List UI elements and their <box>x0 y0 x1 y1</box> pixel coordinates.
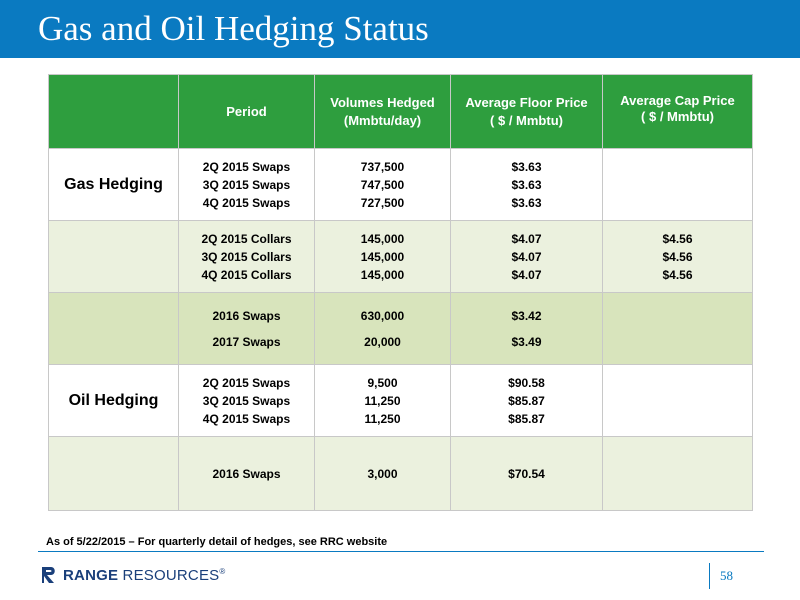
volumes-cell: 145,000 145,000 145,000 <box>314 220 451 293</box>
period-cell: 2Q 2015 Swaps 3Q 2015 Swaps 4Q 2015 Swap… <box>178 364 315 437</box>
logo-wordmark: RANGE RESOURCES® <box>63 566 226 584</box>
table-row: 2016 Swaps 2017 Swaps 630,000 20,000 $3.… <box>48 292 753 365</box>
page-title: Gas and Oil Hedging Status <box>38 9 429 48</box>
footnote: As of 5/22/2015 – For quarterly detail o… <box>46 536 388 548</box>
table-row: Gas Hedging 2Q 2015 Swaps 3Q 2015 Swaps … <box>48 148 753 221</box>
page-number: 58 <box>720 568 733 583</box>
category-cell <box>48 436 179 511</box>
floor-price-cell: $3.42 $3.49 <box>450 292 603 365</box>
floor-price-cell: $4.07 $4.07 $4.07 <box>450 220 603 293</box>
floor-price-cell: $90.58 $85.87 $85.87 <box>450 364 603 437</box>
cap-price-cell <box>602 292 753 365</box>
table-row: 2016 Swaps 3,000 $70.54 <box>48 436 753 511</box>
hedging-table: Period Volumes Hedged (Mmbtu/day) Averag… <box>48 74 753 511</box>
category-cell <box>48 292 179 365</box>
volumes-cell: 3,000 <box>314 436 451 511</box>
table-row: 2Q 2015 Collars 3Q 2015 Collars 4Q 2015 … <box>48 220 753 293</box>
header-period: Period <box>178 74 315 149</box>
header-row: Period Volumes Hedged (Mmbtu/day) Averag… <box>48 74 753 149</box>
floor-price-cell: $70.54 <box>450 436 603 511</box>
volumes-cell: 630,000 20,000 <box>314 292 451 365</box>
category-cell <box>48 220 179 293</box>
cap-price-cell <box>602 364 753 437</box>
volumes-cell: 9,500 11,250 11,250 <box>314 364 451 437</box>
period-cell: 2016 Swaps 2017 Swaps <box>178 292 315 365</box>
volumes-cell: 737,500 747,500 727,500 <box>314 148 451 221</box>
header-floor-price: Average Floor Price ( $ / Mmbtu) <box>450 74 603 149</box>
table-row: Oil Hedging 2Q 2015 Swaps 3Q 2015 Swaps … <box>48 364 753 437</box>
category-gas-hedging: Gas Hedging <box>48 148 179 221</box>
range-resources-logo: RANGE RESOURCES® <box>40 565 225 585</box>
header-volumes: Volumes Hedged (Mmbtu/day) <box>314 74 451 149</box>
header-category <box>48 74 179 149</box>
footnote-divider <box>38 551 764 552</box>
title-bar: Gas and Oil Hedging Status <box>0 0 800 58</box>
category-oil-hedging: Oil Hedging <box>48 364 179 437</box>
floor-price-cell: $3.63 $3.63 $3.63 <box>450 148 603 221</box>
cap-price-cell <box>602 148 753 221</box>
period-cell: 2Q 2015 Swaps 3Q 2015 Swaps 4Q 2015 Swap… <box>178 148 315 221</box>
period-cell: 2Q 2015 Collars 3Q 2015 Collars 4Q 2015 … <box>178 220 315 293</box>
header-cap-price: Average Cap Price ( $ / Mmbtu) <box>602 74 753 149</box>
cap-price-cell <box>602 436 753 511</box>
range-logo-icon <box>42 567 55 583</box>
cap-price-cell: $4.56 $4.56 $4.56 <box>602 220 753 293</box>
page-number-divider <box>709 563 710 589</box>
period-cell: 2016 Swaps <box>178 436 315 511</box>
